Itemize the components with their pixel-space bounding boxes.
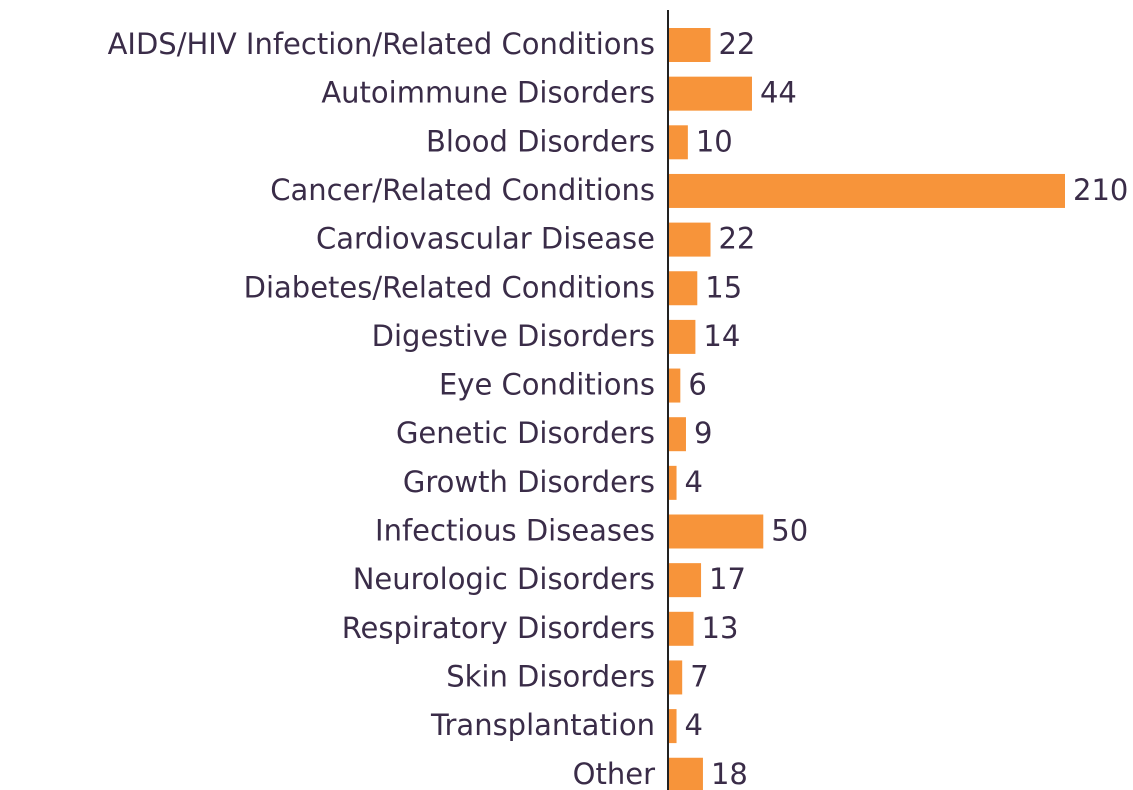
bar <box>669 417 686 452</box>
bar <box>669 28 711 62</box>
category-label: Diabetes/Related Conditions <box>244 270 655 304</box>
category-label: Infectious Diseases <box>375 514 655 548</box>
value-label: 4 <box>685 465 703 499</box>
category-label: Growth Disorders <box>403 465 655 499</box>
value-label: 17 <box>709 562 746 596</box>
value-label: 10 <box>696 124 733 158</box>
bar <box>669 465 677 500</box>
value-label: 7 <box>690 659 708 693</box>
value-label: 14 <box>703 319 740 353</box>
category-label: Blood Disorders <box>426 124 655 158</box>
category-label: Neurologic Disorders <box>353 562 655 596</box>
value-label: 50 <box>771 514 808 548</box>
bar <box>669 173 1065 208</box>
value-label: 4 <box>685 708 703 742</box>
bar <box>669 271 698 306</box>
value-label: 13 <box>702 611 739 645</box>
category-label: Digestive Disorders <box>372 319 655 353</box>
value-label: 9 <box>694 416 712 450</box>
value-label: 22 <box>718 27 755 61</box>
bar <box>669 611 694 646</box>
value-label: 15 <box>705 270 742 304</box>
category-label: Autoimmune Disorders <box>321 76 655 110</box>
bar <box>669 757 703 790</box>
bar <box>669 709 677 744</box>
category-label: Cancer/Related Conditions <box>270 173 655 207</box>
category-label: Genetic Disorders <box>396 416 655 450</box>
value-label: 18 <box>711 757 748 790</box>
bar <box>669 563 702 598</box>
category-label: Transplantation <box>430 708 655 742</box>
value-label: 44 <box>760 76 797 110</box>
category-label: AIDS/HIV Infection/Related Conditions <box>108 27 655 61</box>
category-label: Cardiovascular Disease <box>316 222 655 256</box>
bar <box>669 368 681 403</box>
category-label: Eye Conditions <box>439 368 655 402</box>
value-label: 210 <box>1073 173 1128 207</box>
bar <box>669 76 752 111</box>
bar <box>669 660 683 695</box>
bar <box>669 514 764 549</box>
category-label: Other <box>573 757 655 790</box>
value-label: 22 <box>718 222 755 256</box>
category-label: Respiratory Disorders <box>342 611 655 645</box>
bar <box>669 319 696 354</box>
category-label: Skin Disorders <box>446 659 655 693</box>
bar <box>669 222 711 257</box>
value-label: 6 <box>688 368 706 402</box>
bar <box>669 125 688 160</box>
